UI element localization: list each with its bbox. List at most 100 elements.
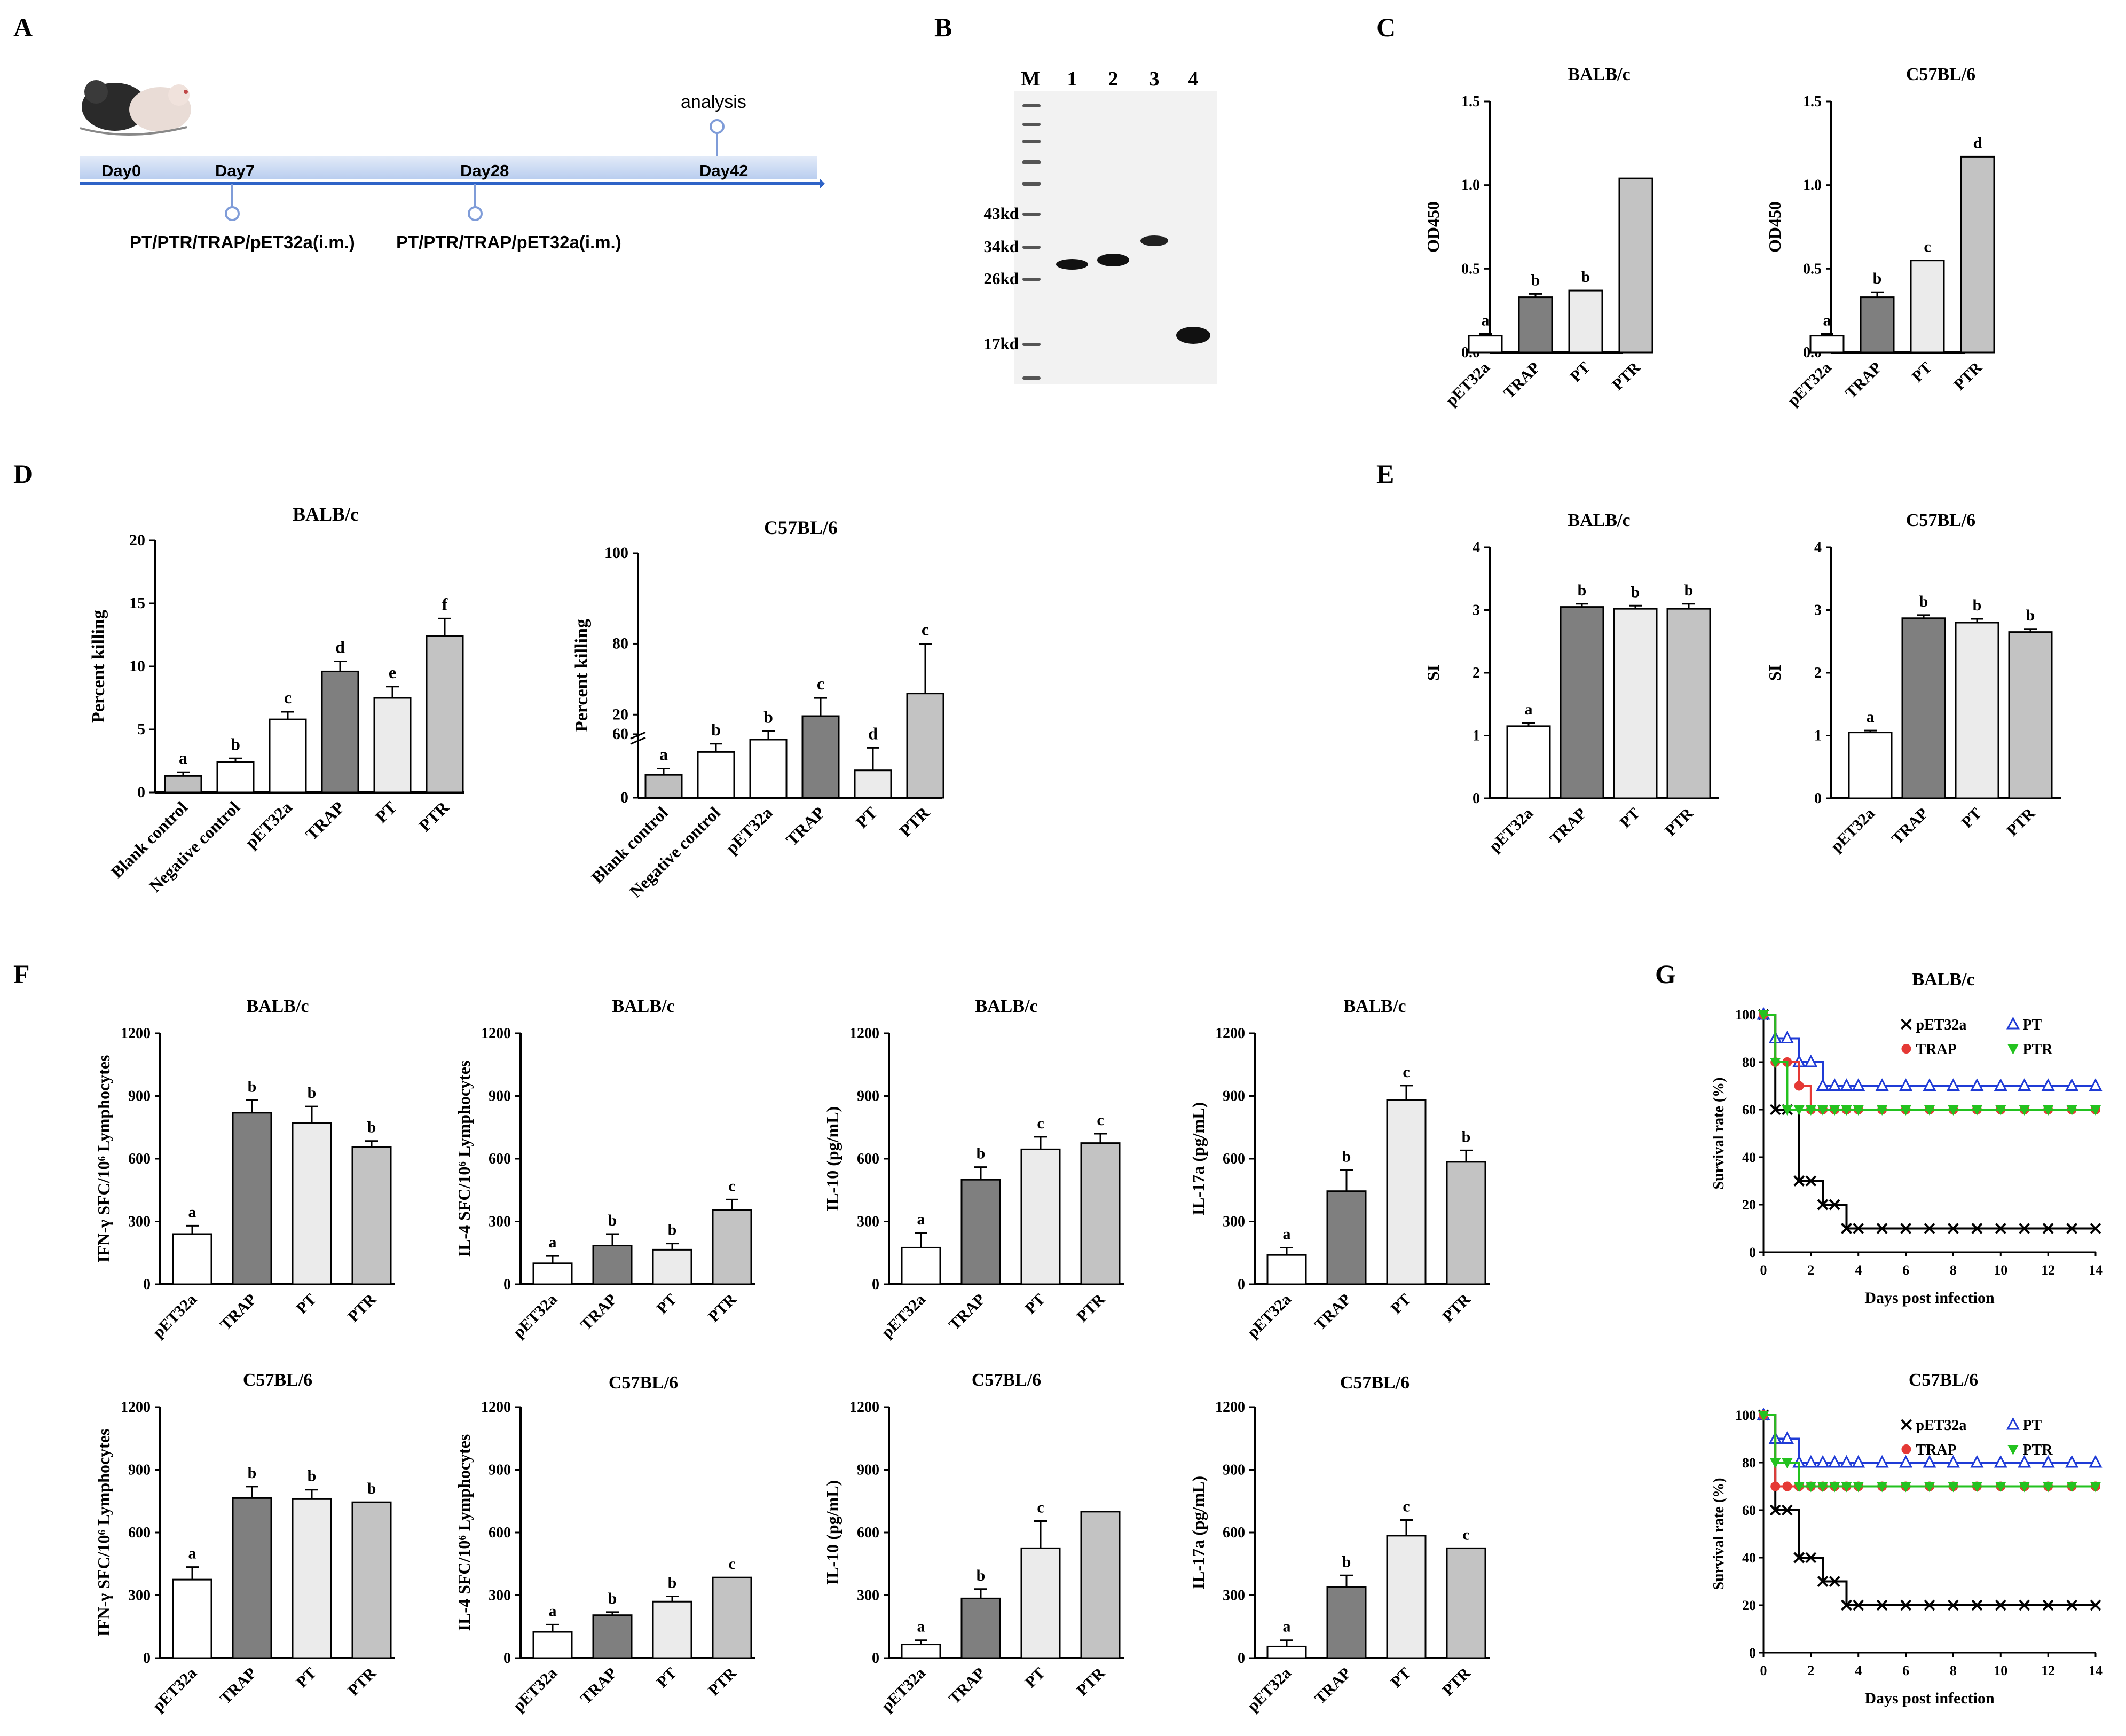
x-tick-label: 12 [2041, 1262, 2055, 1278]
legend-label-pet32a: pET32a [1916, 1017, 1966, 1033]
survival-point-trap [1782, 1481, 1792, 1491]
survival-point-ptr [1805, 1482, 1816, 1493]
bar-trap [960, 1179, 1001, 1285]
significance-letter: c [1037, 1114, 1044, 1132]
y-tick-label: 0 [1749, 1645, 1756, 1661]
immunization-marker-2 [468, 206, 483, 221]
survival-point-ptr [2090, 1482, 2101, 1493]
y-tick-label: 100 [1735, 1007, 1756, 1023]
survival-point-ptr [1829, 1105, 1840, 1116]
x-tick-label: pET32a [149, 1664, 200, 1715]
y-tick-label: 20 [1742, 1598, 1756, 1613]
y-tick-label: 4 [1473, 539, 1480, 556]
bar-pt [292, 1498, 332, 1659]
y-tick-label: 0 [143, 1650, 151, 1667]
survival-point-ptr [1900, 1105, 1911, 1116]
significance-letter: a [1525, 701, 1533, 718]
survival-point-pet32a [1853, 1223, 1864, 1234]
y-axis-label: IFN-γ SFC/10⁶ Lymphocytes [94, 1055, 113, 1262]
bar-pt [292, 1122, 332, 1285]
x-tick-label: TRAP [946, 1291, 989, 1334]
survival-point-pt [1852, 1078, 1865, 1091]
y-tick-label: 300 [128, 1214, 151, 1230]
panel-letter-f: F [13, 959, 30, 989]
panel-letter-g: G [1655, 959, 1676, 989]
bar-pet32a [1266, 1254, 1307, 1285]
x-tick-label: PT [1022, 1291, 1049, 1317]
chart-title: BALB/c [1912, 970, 1974, 989]
survival-point-pet32a [1971, 1223, 1983, 1234]
legend-label-ptr: PTR [2022, 1442, 2053, 1458]
significance-letter: b [608, 1212, 617, 1229]
x-tick-label: pET32a [878, 1664, 929, 1715]
bar-blank-control [644, 774, 683, 799]
bar-trap [1518, 296, 1553, 354]
y-axis-label: IL-17a (pg/mL) [1188, 1476, 1208, 1589]
survival-point-pt [1970, 1078, 1984, 1091]
significance-letter: f [442, 594, 448, 614]
survival-point-ptr [2066, 1105, 2077, 1116]
survival-line-pt [1763, 1014, 2096, 1087]
significance-letter: b [2026, 607, 2035, 624]
survival-point-pet32a [1805, 1552, 1817, 1564]
x-tick-label: TRAP [782, 803, 829, 849]
bar-trap [960, 1597, 1001, 1659]
chart-title: BALB/c [293, 504, 359, 525]
y-tick-label: 1200 [1215, 1025, 1245, 1042]
significance-letter: a [917, 1211, 925, 1228]
significance-letter: b [1873, 270, 1882, 287]
chart-f8: C57BL/6 0 300 600 900 1200 IL-17a (pg/mL) a pET3… [1188, 1373, 1490, 1715]
significance-letter: a [549, 1234, 557, 1251]
panel-letter-e: E [1376, 459, 1395, 489]
significance-letter: b [668, 1574, 677, 1591]
chart-g2: C57BL/6 0 20 40 60 80 100 0 2 4 6 8 10 12 14 Survival r… [1711, 1370, 2103, 1707]
legend-marker-pt [2006, 1417, 2020, 1430]
x-tick-label: TRAP [1500, 359, 1544, 402]
bar-pt [1568, 289, 1603, 354]
significance-letter: c [817, 674, 824, 693]
y-axis-label: IL-4 SFC/10⁶ Lymphocytes [454, 1434, 474, 1631]
significance-letter: b [668, 1221, 677, 1239]
bar-pet32a [1468, 335, 1503, 354]
significance-letter: c [284, 688, 292, 707]
legend-marker-pet32a [1901, 1419, 1912, 1431]
survival-point-ptr [2019, 1105, 2030, 1116]
bar-negative-control [697, 751, 735, 799]
significance-letter: c [922, 619, 929, 639]
bar-ptr [1080, 1511, 1121, 1659]
bar-pet32a [1506, 725, 1551, 799]
x-tick-label: 10 [1994, 1663, 2007, 1678]
survival-point-ptr [1805, 1105, 1816, 1116]
chart-c2: C57BL/60.00.51.01.5OD450apET32abTRAPcPTd… [1765, 65, 1995, 410]
survival-point-pt [1970, 1455, 1984, 1468]
bar-ptr [712, 1209, 752, 1285]
legend-marker-ptr [2007, 1044, 2019, 1055]
chart-f7: C57BL/6 0 300 600 900 1200 IL-10 (pg/mL) a pET32… [823, 1370, 1124, 1715]
x-tick-label: PTR [895, 803, 933, 840]
survival-point-pt [1816, 1078, 1830, 1091]
significance-letter: c [1924, 238, 1931, 256]
survival-point-pet32a [1948, 1599, 1959, 1611]
y-axis-label: IL-17a (pg/mL) [1188, 1102, 1208, 1215]
panel-letter-a: A [13, 12, 33, 42]
x-tick-label: TRAP [577, 1291, 620, 1334]
legend-marker-trap [1901, 1444, 1911, 1454]
x-tick-label: PT [653, 1664, 680, 1691]
y-tick-label: 1.0 [1461, 177, 1480, 194]
bar-trap [1901, 617, 1946, 799]
bar-ptr [2008, 631, 2053, 799]
legend-label-trap: TRAP [1916, 1442, 1956, 1458]
x-tick-label: 14 [2089, 1663, 2103, 1678]
bar-ptr [1666, 608, 1711, 799]
survival-point-ptr [1770, 1458, 1781, 1468]
bar-trap [232, 1497, 272, 1659]
axis-break-mark [630, 736, 646, 745]
bar-pt [1020, 1148, 1061, 1285]
bar-pt [373, 697, 412, 794]
survival-point-pet32a [1900, 1223, 1911, 1234]
y-tick-label: 40 [1742, 1550, 1756, 1566]
marker-17kd: 17kd [984, 334, 1019, 353]
survival-point-pet32a [1829, 1199, 1840, 1211]
